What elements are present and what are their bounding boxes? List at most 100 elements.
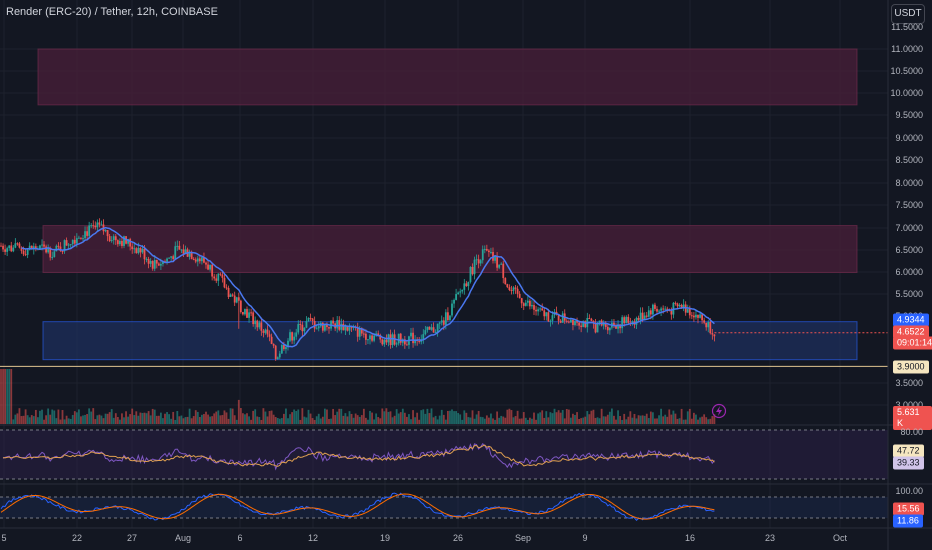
lightning-icon[interactable] (711, 403, 727, 419)
price-tick-label: 7.0000 (895, 223, 923, 233)
rsi-upper-label: 80.00 (900, 427, 923, 437)
candle-body (141, 248, 144, 253)
candle-body (207, 264, 209, 270)
stoch-d-tag: 11.86 (893, 514, 923, 528)
candle-body (490, 251, 492, 253)
candle-body (467, 281, 470, 287)
volume-bar (502, 416, 505, 424)
volume-bar (461, 419, 464, 424)
candle-body (426, 326, 429, 331)
candle-body (157, 263, 160, 266)
volume-bar (344, 413, 347, 424)
volume-bar (336, 411, 339, 424)
volume-bar (168, 414, 170, 424)
candle-body (350, 327, 353, 329)
candle-body (162, 261, 164, 264)
currency-button[interactable]: USDT (891, 4, 925, 24)
candle-body (75, 238, 78, 244)
volume-bar (688, 408, 691, 424)
stoch-d-line (0, 493, 715, 520)
volume-bar (88, 408, 91, 424)
volume-bar (24, 409, 27, 424)
volume-bar (438, 415, 441, 424)
candle-body (602, 322, 605, 326)
candle-body (336, 320, 339, 329)
price-tick-label: 8.5000 (895, 155, 923, 165)
candle-body (447, 312, 449, 321)
candle-body (524, 302, 527, 306)
volume-bar (475, 414, 478, 424)
volume-bar (471, 410, 474, 424)
candle-body (28, 245, 31, 250)
volume-bar (481, 417, 484, 424)
candle-body (442, 320, 445, 325)
volume-bar (695, 414, 697, 424)
volume-bar (112, 417, 115, 424)
candle-body (305, 321, 308, 328)
candle-body (344, 326, 347, 331)
candle-body (295, 332, 298, 337)
volume-bar (463, 410, 466, 424)
candle-body (598, 320, 601, 323)
candle-body (116, 240, 119, 245)
candle-body (535, 309, 537, 312)
volume-bar (2, 369, 4, 424)
candle-body (106, 230, 109, 237)
volume-bar (666, 416, 669, 424)
candle-body (198, 258, 201, 262)
candle-body (434, 331, 437, 333)
stochastic-pane (0, 492, 888, 522)
candle-body (613, 322, 615, 326)
volume-bar (397, 413, 400, 424)
volume-bar (584, 416, 587, 424)
volume-bar (625, 419, 628, 424)
volume-bar (500, 415, 503, 424)
volume-bar (18, 408, 21, 424)
volume-bar (524, 417, 527, 424)
candle-body (713, 334, 716, 337)
candle-body (151, 260, 154, 269)
candle-body (139, 247, 142, 253)
candle-body (112, 236, 115, 241)
volume-bar (221, 415, 224, 424)
volume-bar (319, 418, 322, 424)
candle-body (608, 327, 611, 331)
candle-body (424, 330, 427, 335)
supply-zone-upper (37, 48, 858, 106)
candle-body (711, 333, 714, 335)
candle-body (567, 321, 570, 323)
volume-bar (209, 416, 211, 424)
candle-body (418, 341, 421, 343)
volume-bar (309, 413, 312, 424)
volume-bar (162, 418, 164, 424)
volume-bar (100, 415, 103, 424)
volume-bar (639, 415, 642, 424)
candle-body (561, 313, 564, 323)
volume-bar (188, 408, 191, 424)
candle-body (55, 245, 58, 252)
volume-bar (215, 411, 218, 424)
candle-body (291, 332, 293, 341)
volume-bar (451, 409, 453, 424)
candle-body (262, 330, 265, 333)
candle-body (313, 320, 316, 329)
volume-bar (430, 408, 433, 424)
volume-bar (82, 415, 84, 424)
volume-bar (278, 418, 281, 424)
volume-bar (166, 412, 168, 424)
volume-bar (213, 413, 216, 424)
candle-body (645, 315, 648, 317)
candle-body (18, 243, 21, 248)
candle-body (365, 333, 367, 340)
volume-bar (682, 419, 685, 424)
candle-body (362, 333, 365, 335)
volume-bar (324, 408, 326, 424)
volume-bar (39, 410, 41, 424)
volume-bar (473, 418, 476, 424)
volume-bar (512, 417, 515, 424)
candle-body (430, 327, 433, 330)
volume-bar (147, 411, 150, 424)
volume-bar (98, 414, 101, 424)
volume-bar (533, 412, 535, 424)
